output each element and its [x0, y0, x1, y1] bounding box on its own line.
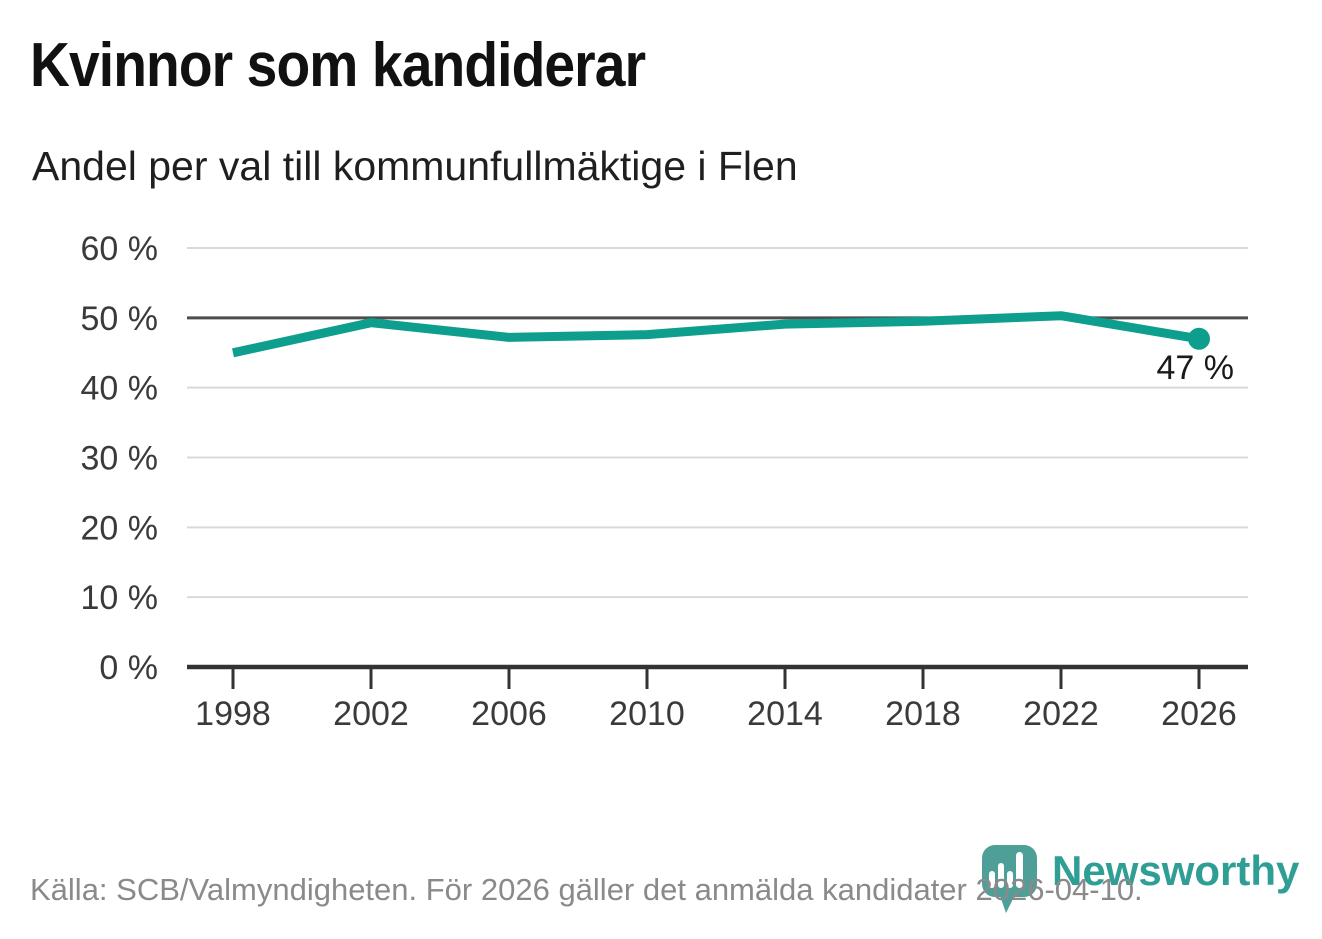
data-line — [232, 311, 1200, 358]
x-tick-label: 2010 — [609, 695, 685, 733]
x-tick-label: 1998 — [195, 695, 271, 733]
end-point-marker — [1188, 327, 1210, 350]
x-tick-label: 2026 — [1161, 695, 1237, 733]
y-tick-label: 10 % — [81, 579, 159, 617]
page-subtitle: Andel per val till kommunfullmäktige i F… — [32, 143, 798, 189]
y-tick-label: 60 % — [81, 230, 159, 268]
x-tick-label: 2002 — [333, 695, 409, 733]
y-tick-label: 40 % — [81, 370, 159, 408]
y-tick-label: 30 % — [81, 440, 159, 478]
y-tick-label: 50 % — [81, 300, 159, 338]
x-tick-label: 2022 — [1023, 695, 1099, 733]
end-value-label: 47 % — [1157, 349, 1235, 387]
y-tick-label: 0 % — [99, 649, 158, 687]
y-tick-label: 20 % — [81, 509, 159, 547]
x-tick-label: 2018 — [885, 695, 961, 733]
page-title: Kvinnor som kandiderar — [30, 31, 646, 100]
x-tick-label: 2006 — [471, 695, 547, 733]
x-tick-label: 2014 — [747, 695, 823, 733]
